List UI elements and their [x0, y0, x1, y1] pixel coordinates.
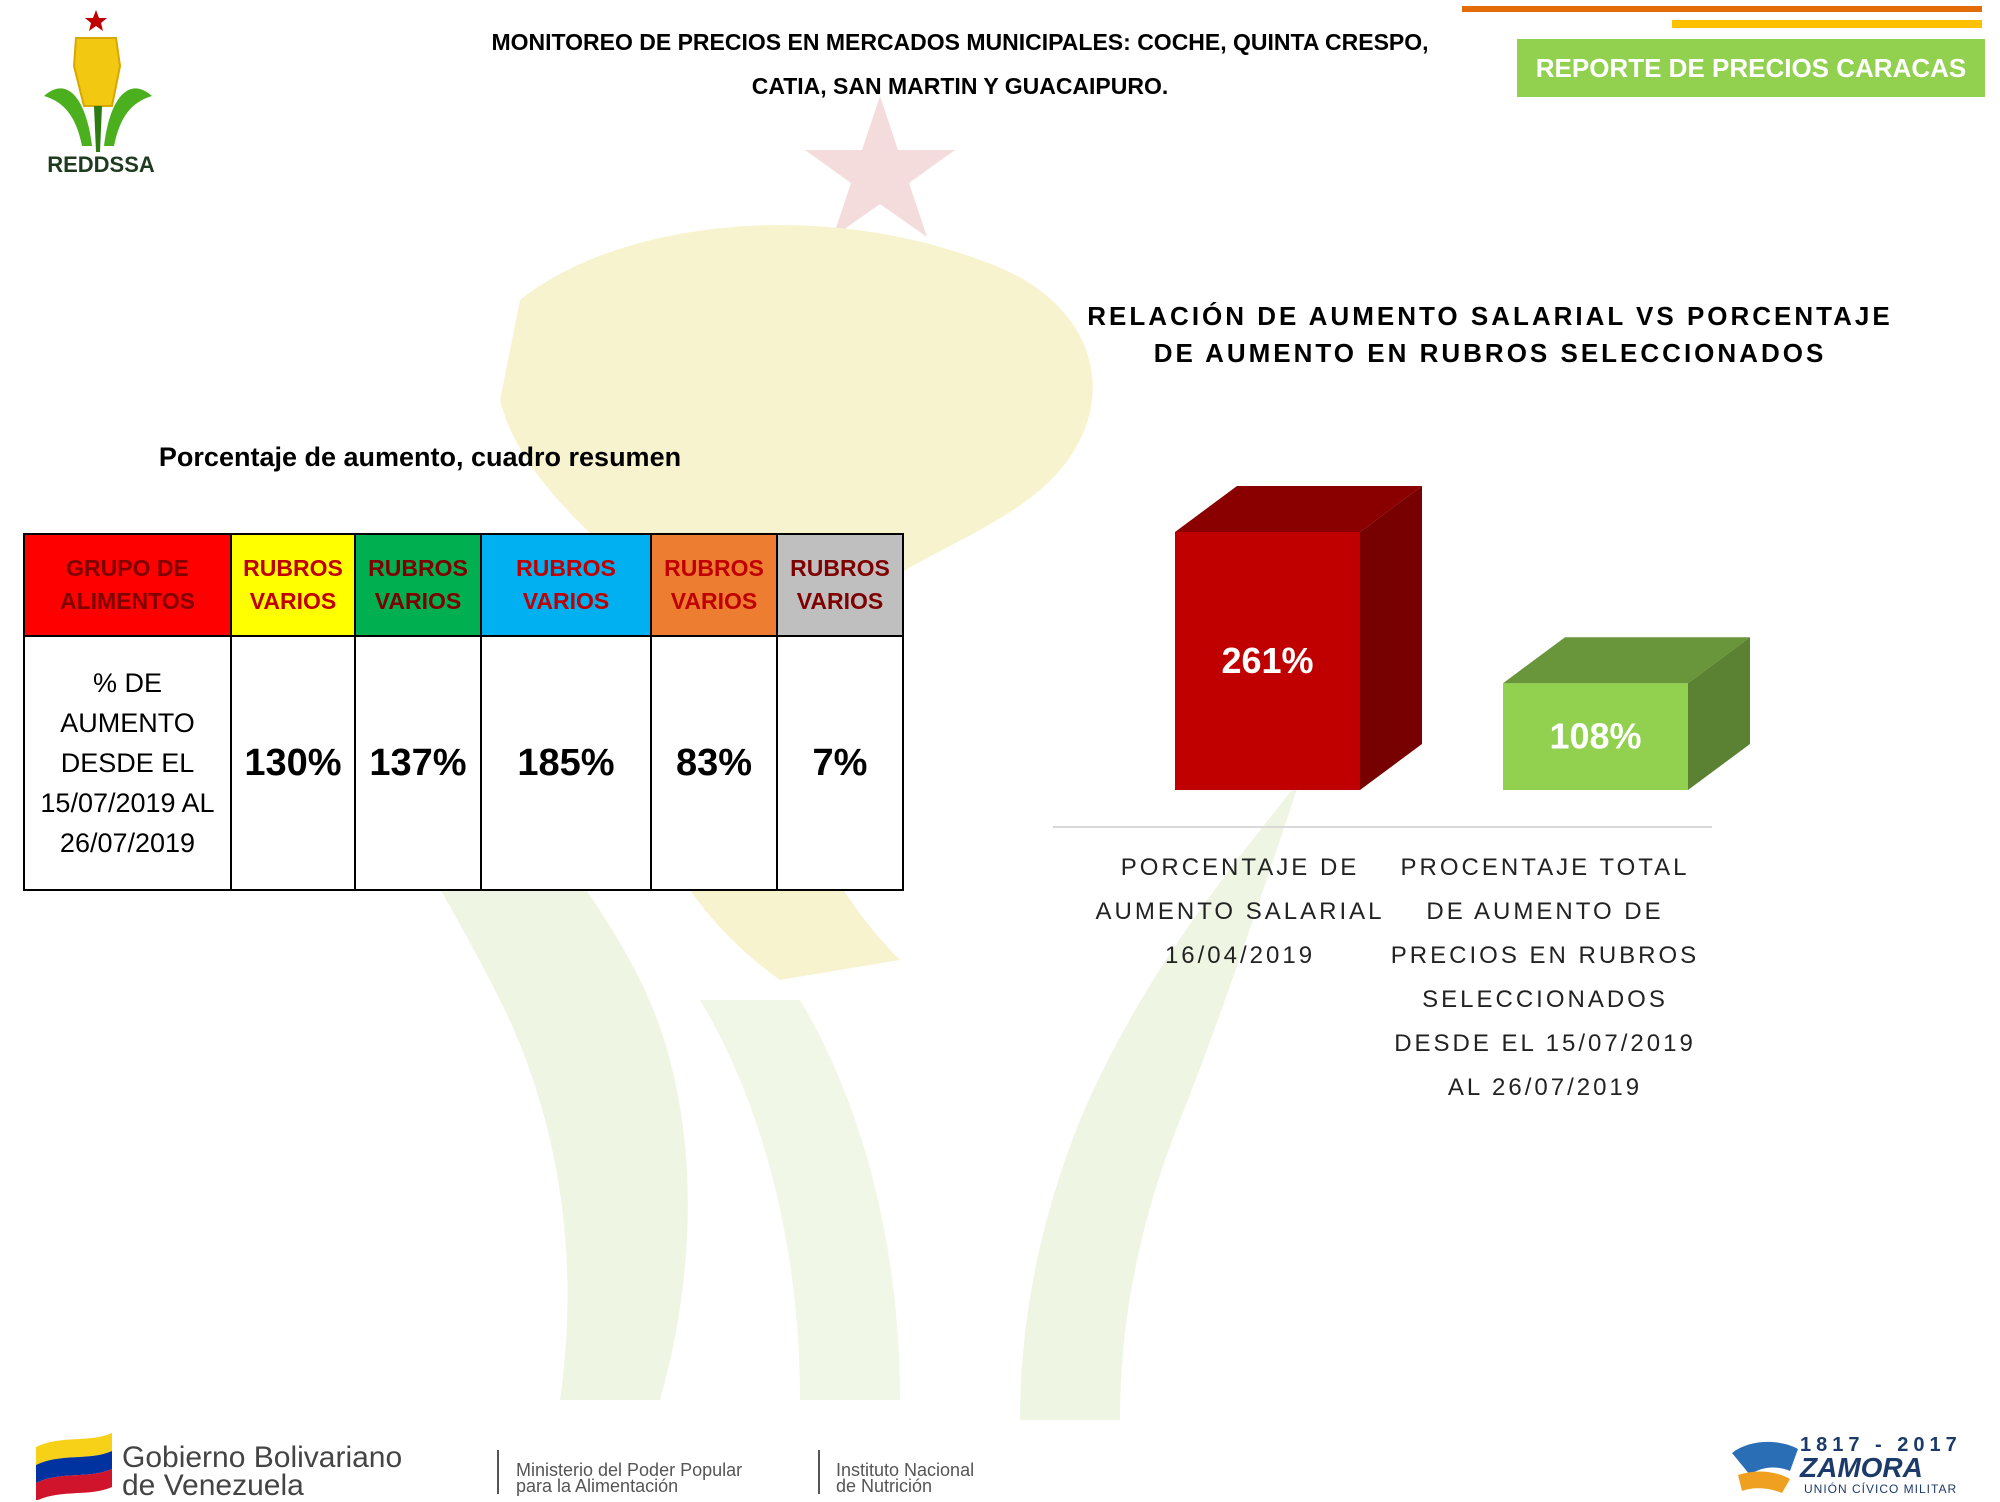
page-title-line-2: CATIA, SAN MARTIN Y GUACAIPURO. [751, 73, 1169, 99]
bar-side [1360, 486, 1422, 790]
header-cell-rubros: RUBROS VARIOS [650, 533, 778, 637]
header-cell-grupo: GRUPO DE ALIMENTOS [23, 533, 232, 637]
footer-divider [497, 1450, 499, 1494]
value-cell: 7% [776, 635, 904, 891]
table-header-row: GRUPO DE ALIMENTOS RUBROS VARIOS RUBROS … [23, 533, 904, 637]
table-value-row: % DE AUMENTO DESDE EL 15/07/2019 AL 26/0… [23, 635, 904, 891]
header-cell-text: RUBROS [243, 555, 343, 581]
zamora-years: 1817 - 2017 [1800, 1434, 1962, 1456]
bar-data-label: 261% [1221, 640, 1313, 681]
chart-title-line-2: DE AUMENTO EN RUBROS SELECCIONADOS [1153, 338, 1827, 368]
bar-side [1688, 637, 1750, 790]
institute-line-1: Instituto Nacional [836, 1460, 975, 1480]
institute-line-2: de Nutrición [836, 1476, 933, 1496]
header-cell-text: GRUPO DE [66, 555, 189, 581]
category-label-line: PROCENTAJE TOTAL [1400, 854, 1690, 881]
header-cell-text: RUBROS [516, 555, 616, 581]
zamora-name: ZAMORA [1800, 1452, 1923, 1483]
page-title: MONITOREO DE PRECIOS EN MERCADOS MUNICIP… [420, 20, 1500, 108]
category-label-line: DESDE EL 15/07/2019 [1394, 1030, 1696, 1057]
header-cell-rubros: RUBROS VARIOS [354, 533, 482, 637]
bar-front [1175, 532, 1360, 790]
header-cell-rubros: RUBROS VARIOS [230, 533, 356, 637]
header-cell-text: RUBROS [664, 555, 764, 581]
header-cell-text: VARIOS [249, 588, 337, 614]
table-title: Porcentaje de aumento, cuadro resumen [158, 442, 682, 472]
ministry-line-1: Ministerio del Poder Popular [516, 1460, 743, 1480]
header-accent-yellow [1672, 20, 1982, 28]
header-cell-text: VARIOS [796, 588, 884, 614]
category-label-line: SELECCIONADOS [1422, 986, 1668, 1013]
zamora-subtitle: UNIÓN CÍVICO MILITAR [1804, 1482, 1958, 1496]
gov-name-line-2: de Venezuela [122, 1469, 304, 1502]
category-label-line: DE AUMENTO DE [1426, 898, 1664, 925]
page-title-line-1: MONITOREO DE PRECIOS EN MERCADOS MUNICIP… [491, 29, 1429, 55]
header-cell-text: RUBROS [790, 555, 890, 581]
value-cell: 185% [480, 635, 652, 891]
row-label-text: 26/07/2019 [59, 828, 196, 858]
value-cell: 137% [354, 635, 482, 891]
reddssa-logo [44, 10, 152, 152]
bar-data-label: 108% [1549, 716, 1641, 757]
header-cell-text: VARIOS [670, 588, 758, 614]
chart-title-line-1: RELACIÓN DE AUMENTO SALARIAL VS PORCENTA… [1087, 301, 1893, 331]
row-label-text: DESDE EL [60, 748, 195, 778]
zamora-logo-icon [1732, 1441, 1798, 1493]
value-cell: 83% [650, 635, 778, 891]
venezuela-flag-icon [36, 1433, 112, 1500]
category-label-line: AL 26/07/2019 [1447, 1074, 1643, 1101]
bar-front [1503, 683, 1688, 790]
logo-label: REDDSSA [47, 152, 155, 177]
chart-title: RELACIÓN DE AUMENTO SALARIAL VS PORCENTA… [1060, 298, 1920, 372]
header-cell-rubros: RUBROS VARIOS [480, 533, 652, 637]
gov-name-line-1: Gobierno Bolivariano [122, 1441, 403, 1474]
footer-logos [36, 1433, 1798, 1500]
footer-divider [818, 1450, 820, 1494]
ministry-line-2: para la Alimentación [516, 1476, 679, 1496]
header-cell-rubros: RUBROS VARIOS [776, 533, 904, 637]
header-cell-text: VARIOS [522, 588, 610, 614]
header-cell-text: RUBROS [368, 555, 468, 581]
header-accent-orange [1462, 6, 1982, 12]
category-label-precios: PROCENTAJE TOTAL DE AUMENTO DE PRECIOS EN … [1365, 846, 1725, 1110]
category-label-line: PRECIOS EN RUBROS [1390, 942, 1700, 969]
report-badge: REPORTE DE PRECIOS CARACAS [1517, 39, 1985, 97]
row-label-text: 15/07/2019 AL [40, 788, 215, 818]
row-label-text: % DE [92, 668, 163, 698]
summary-table: GRUPO DE ALIMENTOS RUBROS VARIOS RUBROS … [23, 533, 904, 891]
bar-top [1175, 486, 1422, 532]
header-cell-text: VARIOS [374, 588, 462, 614]
bar-top [1503, 637, 1750, 684]
value-cell: 130% [230, 635, 356, 891]
row-label-text: AUMENTO [60, 708, 195, 738]
header-cell-text: ALIMENTOS [59, 588, 196, 614]
row-label-cell: % DE AUMENTO DESDE EL 15/07/2019 AL 26/0… [23, 635, 232, 891]
